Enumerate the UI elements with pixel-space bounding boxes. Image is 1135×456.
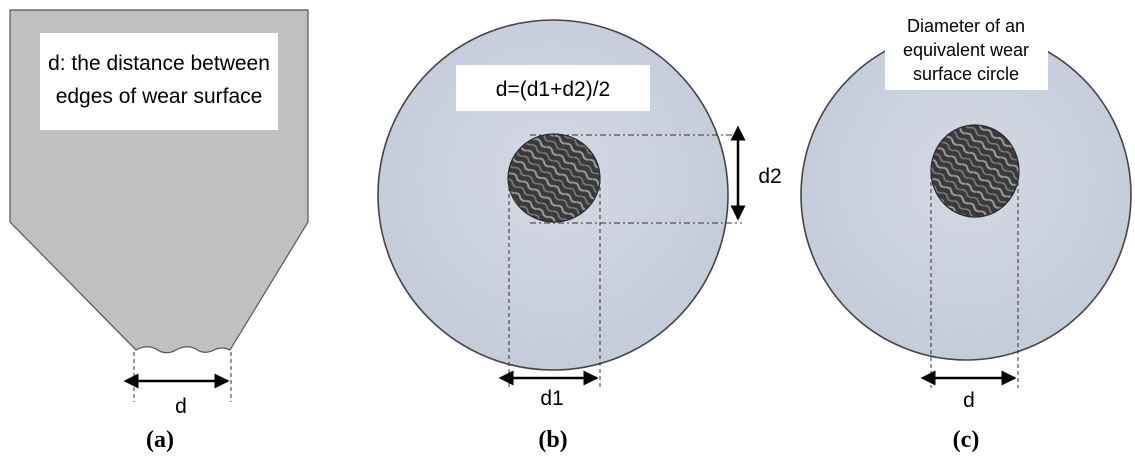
note-c-line-2: equivalent wear xyxy=(903,40,1029,60)
note-box-a xyxy=(40,33,278,130)
note-box-b xyxy=(456,65,650,111)
note-b-formula: d=(d1+d2)/2 xyxy=(496,78,610,101)
dimension-label-d1: d1 xyxy=(540,387,563,410)
panel-label-c: (c) xyxy=(953,427,980,453)
note-box-c xyxy=(885,10,1048,90)
note-c-line-1: Diameter of an xyxy=(907,16,1025,36)
note-c-line-3: surface circle xyxy=(913,64,1019,84)
dimension-label-d: d xyxy=(175,395,187,418)
dimension-label-d2: d2 xyxy=(758,165,781,188)
wear-scar-b xyxy=(507,133,601,223)
panel-c: Diameter of an equivalent wear surface c… xyxy=(800,10,1132,453)
panel-b: d=(d1+d2)/2 d2 d1 (b) xyxy=(377,19,782,453)
note-a-line-2: edges of wear surface xyxy=(56,85,263,108)
panel-a: d: the distance between edges of wear su… xyxy=(9,9,309,453)
note-a-line-1: d: the distance between xyxy=(48,52,270,75)
dimension-label-c: d xyxy=(963,389,975,412)
panel-label-b: (b) xyxy=(538,427,567,453)
wear-scar-c xyxy=(930,124,1020,218)
panel-label-a: (a) xyxy=(146,427,174,453)
